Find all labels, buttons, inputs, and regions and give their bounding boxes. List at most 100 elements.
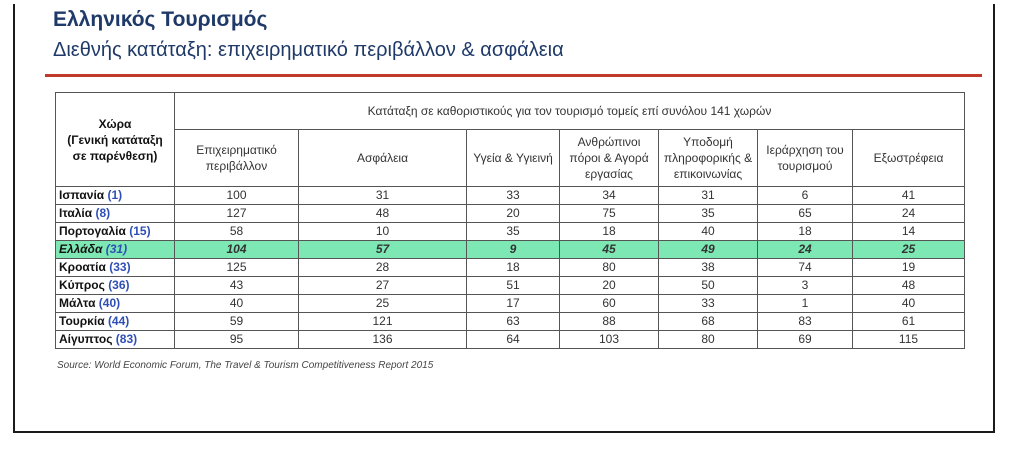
rank-value-cell: 19 bbox=[852, 258, 965, 277]
rank-value-cell: 38 bbox=[658, 258, 758, 277]
rank-value-cell: 20 bbox=[466, 204, 560, 223]
country-cell: Τουρκία (44) bbox=[55, 312, 175, 331]
rank-value-cell: 58 bbox=[174, 222, 299, 241]
rank-value-cell: 64 bbox=[466, 330, 560, 349]
slide-frame bbox=[13, 4, 995, 433]
slide-subtitle: Διεθνής κατάταξη: επιχειρηματικό περιβάλ… bbox=[53, 39, 564, 61]
rank-value-cell: 80 bbox=[559, 258, 659, 277]
rank-value-cell: 28 bbox=[298, 258, 467, 277]
overall-rank: (33) bbox=[109, 260, 131, 274]
rank-value-cell: 65 bbox=[757, 204, 853, 223]
rank-value-cell: 95 bbox=[174, 330, 299, 349]
overall-rank: (36) bbox=[108, 278, 130, 292]
table-body: Ισπανία (1) 100 31 33 34 31 6 41 Ιταλία (8) 127 48… bbox=[55, 186, 965, 349]
rank-value-cell: 69 bbox=[757, 330, 853, 349]
rank-value-cell: 1 bbox=[757, 294, 853, 313]
country-name: Πορτογαλία bbox=[59, 224, 126, 238]
rank-value-cell: 24 bbox=[757, 240, 853, 259]
rank-value-cell: 41 bbox=[852, 186, 965, 205]
table-row: Ελλάδα (31) 104 57 9 45 49 24 25 bbox=[55, 240, 965, 259]
rank-value-cell: 3 bbox=[757, 276, 853, 295]
rank-value-cell: 40 bbox=[852, 294, 965, 313]
rank-value-cell: 48 bbox=[852, 276, 965, 295]
rank-value-cell: 40 bbox=[174, 294, 299, 313]
country-name: Τουρκία bbox=[59, 314, 105, 328]
rank-value-cell: 83 bbox=[757, 312, 853, 331]
rank-value-cell: 51 bbox=[466, 276, 560, 295]
country-header-line-3: σε παρένθεση) bbox=[72, 148, 158, 163]
rank-value-cell: 103 bbox=[559, 330, 659, 349]
rank-value-cell: 50 bbox=[658, 276, 758, 295]
overall-rank: (1) bbox=[107, 188, 123, 202]
rank-value-cell: 61 bbox=[852, 312, 965, 331]
source-note: Source: World Economic Forum, The Travel… bbox=[57, 360, 434, 371]
overall-rank: (8) bbox=[95, 206, 111, 220]
rank-value-cell: 63 bbox=[466, 312, 560, 331]
column-header-ict: Υποδομή πληροφορικής & επικοινωνίας bbox=[658, 129, 758, 187]
table-row: Κροατία (33) 125 28 18 80 38 74 19 bbox=[55, 258, 965, 277]
rank-value-cell: 18 bbox=[466, 258, 560, 277]
rank-value-cell: 75 bbox=[559, 204, 659, 223]
country-cell: Μάλτα (40) bbox=[55, 294, 175, 313]
rank-value-cell: 17 bbox=[466, 294, 560, 313]
rank-value-cell: 24 bbox=[852, 204, 965, 223]
column-header-labour: Ανθρώπινοι πόροι & Αγορά εργασίας bbox=[559, 129, 659, 187]
country-name: Ελλάδα bbox=[59, 242, 103, 256]
country-cell: Κροατία (33) bbox=[55, 258, 175, 277]
title-divider bbox=[45, 74, 982, 77]
rank-value-cell: 121 bbox=[298, 312, 467, 331]
rank-value-cell: 127 bbox=[174, 204, 299, 223]
rank-value-cell: 14 bbox=[852, 222, 965, 241]
rank-value-cell: 68 bbox=[658, 312, 758, 331]
column-header-openness: Εξωστρέφεια bbox=[852, 129, 965, 187]
overall-rank: (40) bbox=[98, 296, 121, 310]
country-cell: Αίγυπτος (83) bbox=[55, 330, 175, 349]
overall-rank: (15) bbox=[129, 224, 151, 238]
rank-value-cell: 6 bbox=[757, 186, 853, 205]
rank-value-cell: 80 bbox=[658, 330, 758, 349]
rank-value-cell: 74 bbox=[757, 258, 853, 277]
rank-value-cell: 18 bbox=[559, 222, 659, 241]
country-name: Ισπανία bbox=[59, 188, 105, 202]
rank-value-cell: 35 bbox=[466, 222, 560, 241]
table-row: Μάλτα (40) 40 25 17 60 33 1 40 bbox=[55, 294, 965, 313]
table-row: Ιταλία (8) 127 48 20 75 35 65 24 bbox=[55, 204, 965, 223]
rank-value-cell: 115 bbox=[852, 330, 965, 349]
rank-value-cell: 136 bbox=[298, 330, 467, 349]
table-row: Πορτογαλία (15) 58 10 35 18 40 18 14 bbox=[55, 222, 965, 241]
rank-value-cell: 27 bbox=[298, 276, 467, 295]
rank-value-cell: 60 bbox=[559, 294, 659, 313]
ranking-table: Χώρα (Γενική κατάταξη σε παρένθεση) Κατά… bbox=[55, 92, 965, 349]
country-cell: Ελλάδα (31) bbox=[55, 240, 175, 259]
table-row: Ισπανία (1) 100 31 33 34 31 6 41 bbox=[55, 186, 965, 205]
rank-value-cell: 25 bbox=[298, 294, 467, 313]
country-name: Ιταλία bbox=[59, 206, 93, 220]
country-name: Κροατία bbox=[59, 260, 106, 274]
rank-value-cell: 34 bbox=[559, 186, 659, 205]
rank-value-cell: 48 bbox=[298, 204, 467, 223]
rank-value-cell: 59 bbox=[174, 312, 299, 331]
table-row: Αίγυπτος (83) 95 136 64 103 80 69 115 bbox=[55, 330, 965, 349]
column-header-security: Ασφάλεια bbox=[298, 129, 467, 187]
country-cell: Κύπρος (36) bbox=[55, 276, 175, 295]
country-column-header: Χώρα (Γενική κατάταξη σε παρένθεση) bbox=[55, 92, 175, 187]
rank-value-cell: 100 bbox=[174, 186, 299, 205]
rank-value-cell: 31 bbox=[298, 186, 467, 205]
rank-value-cell: 10 bbox=[298, 222, 467, 241]
rank-value-cell: 45 bbox=[559, 240, 659, 259]
ranking-span-header: Κατάταξη σε καθοριστικούς για τον τουρισ… bbox=[174, 92, 965, 130]
table-row: Κύπρος (36) 43 27 51 20 50 3 48 bbox=[55, 276, 965, 295]
rank-value-cell: 25 bbox=[852, 240, 965, 259]
rank-value-cell: 88 bbox=[559, 312, 659, 331]
rank-value-cell: 40 bbox=[658, 222, 758, 241]
overall-rank: (31) bbox=[105, 242, 128, 256]
rank-value-cell: 9 bbox=[466, 240, 560, 259]
rank-value-cell: 104 bbox=[174, 240, 299, 259]
country-name: Κύπρος bbox=[59, 278, 105, 292]
country-cell: Ισπανία (1) bbox=[55, 186, 175, 205]
rank-value-cell: 49 bbox=[658, 240, 758, 259]
rank-value-cell: 43 bbox=[174, 276, 299, 295]
country-cell: Πορτογαλία (15) bbox=[55, 222, 175, 241]
rank-value-cell: 18 bbox=[757, 222, 853, 241]
rank-value-cell: 57 bbox=[298, 240, 467, 259]
